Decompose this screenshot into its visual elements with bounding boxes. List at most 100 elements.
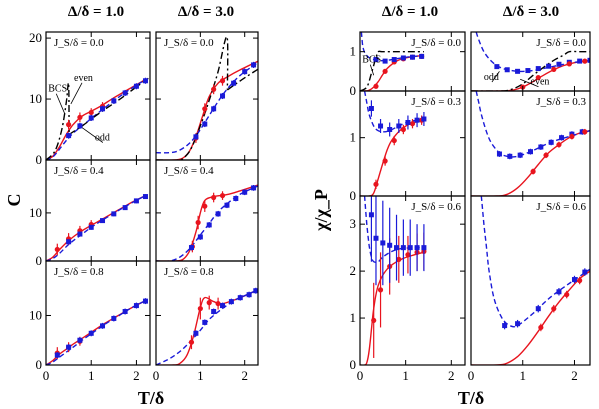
data-point-even <box>197 305 203 312</box>
plot-area <box>156 184 258 261</box>
panel-c-r2c0: 0 1 2 0 10 J_S/δ = 0.8 <box>29 260 151 383</box>
data-point-odd <box>66 344 72 350</box>
panel-label: J_S/δ = 0.3 <box>411 96 461 108</box>
data-point-even <box>400 126 406 133</box>
data-point-even <box>405 252 411 258</box>
panel-c-r0c1: J_S/δ = 0.0 <box>155 31 259 161</box>
data-point-odd <box>122 205 128 211</box>
series-line-bcs <box>46 82 70 160</box>
y-tick-label: 1 <box>350 310 357 325</box>
data-point-odd <box>88 330 94 336</box>
data-point-even <box>569 133 575 140</box>
y-tick-label: 0 <box>36 357 43 372</box>
y-axis-label-right: χ/χ_P <box>311 189 331 232</box>
panel-c-r1c1: J_S/δ = 0.4 <box>155 159 259 262</box>
data-point-odd <box>133 303 139 309</box>
annotation-arrow <box>81 127 104 143</box>
series-line-odd <box>46 194 146 261</box>
x-tick-label: 0 <box>43 368 50 383</box>
y-tick-label: 3 <box>350 216 357 231</box>
series-line-odd <box>363 196 424 263</box>
plot-area <box>46 194 148 261</box>
panel-label: J_S/δ = 0.4 <box>164 165 214 177</box>
data-point-odd <box>100 218 106 224</box>
data-point-odd <box>394 245 400 251</box>
data-point-even <box>202 106 208 112</box>
data-point-odd <box>556 61 562 67</box>
data-point-odd <box>142 78 148 84</box>
panel-x-r0c1: J_S/δ = 0.0 odd even <box>470 31 591 92</box>
data-point-odd <box>211 309 217 315</box>
plot-area <box>46 298 148 365</box>
data-point-odd <box>419 53 425 59</box>
data-point-odd <box>228 299 234 305</box>
series-line-odd <box>156 185 258 261</box>
series-line-odd <box>480 196 590 328</box>
data-point-odd <box>197 234 203 240</box>
y-tick-label: 0 <box>350 357 357 372</box>
panel-label: J_S/δ = 0.0 <box>536 37 586 49</box>
data-point-even <box>88 109 94 116</box>
data-point-odd <box>546 63 552 69</box>
series-line-even <box>471 270 590 365</box>
x-tick-label: 1 <box>88 368 95 383</box>
data-point-odd <box>571 277 577 283</box>
panel-label: J_S/δ = 0.0 <box>54 37 104 49</box>
annotation-arrow <box>491 71 500 83</box>
data-point-even <box>530 168 536 175</box>
panel-frame <box>470 195 591 366</box>
data-point-even <box>66 122 72 128</box>
data-point-odd <box>231 80 237 86</box>
x-tick-label: 1 <box>519 368 526 383</box>
data-point-even <box>382 68 388 74</box>
data-point-even <box>195 219 201 226</box>
data-point-odd <box>206 222 212 228</box>
data-point-odd <box>538 144 544 150</box>
data-point-odd <box>380 240 386 246</box>
plot-area <box>360 91 427 196</box>
data-point-odd <box>188 245 194 251</box>
data-point-even <box>396 256 402 262</box>
data-point-odd <box>100 323 106 329</box>
data-point-odd <box>548 139 554 145</box>
data-point-odd <box>535 306 541 312</box>
data-point-odd <box>237 295 243 301</box>
panel-label: J_S/δ = 0.3 <box>536 96 586 108</box>
panel-c-r1c0: 0 10 J_S/δ = 0.4 <box>29 159 151 268</box>
y-tick-label: 10 <box>29 205 42 220</box>
annotation-arrow <box>369 64 375 76</box>
y-tick-label: 10 <box>29 307 42 322</box>
y-tick-label: 2 <box>350 263 357 278</box>
panel-x-r2c0: 0 1 2 0 1 2 3 J_S/δ = 0.6 <box>350 195 466 383</box>
col-title-right-1: Δ/δ = 1.0 <box>382 4 438 20</box>
plot-area <box>471 196 590 365</box>
susceptibility-figure: Δ/δ = 1.0 Δ/δ = 3.0 χ/χ_P T/δ 0 1 J_S/δ = … <box>311 4 591 408</box>
series-line-bcs-1 <box>226 68 258 91</box>
x-tick-label: 0 <box>357 368 364 383</box>
data-point-odd <box>122 309 128 315</box>
plot-area <box>46 76 150 160</box>
data-point-odd <box>507 153 513 159</box>
annotation-arrow <box>55 93 66 115</box>
data-point-odd <box>405 120 411 125</box>
data-point-odd <box>407 245 413 251</box>
data-point-odd <box>66 133 72 139</box>
series-line-bcs <box>156 36 229 160</box>
series-line-bcs-1 <box>68 76 150 135</box>
data-point-even <box>577 277 583 284</box>
data-point-even <box>556 142 562 148</box>
series-line-odd <box>156 61 258 154</box>
data-point-odd <box>587 57 590 63</box>
data-point-even <box>188 339 195 345</box>
data-point-even <box>77 114 83 120</box>
x-tick-label: 2 <box>133 368 140 383</box>
annotation-odd: odd <box>484 72 499 83</box>
y-tick-label: 0 <box>350 188 357 203</box>
data-point-odd <box>414 117 420 123</box>
data-point-odd <box>515 68 521 74</box>
data-point-even <box>377 287 384 293</box>
data-point-odd <box>368 212 374 218</box>
data-point-odd <box>251 185 257 191</box>
col-title-left-2: Δ/δ = 3.0 <box>178 4 234 20</box>
